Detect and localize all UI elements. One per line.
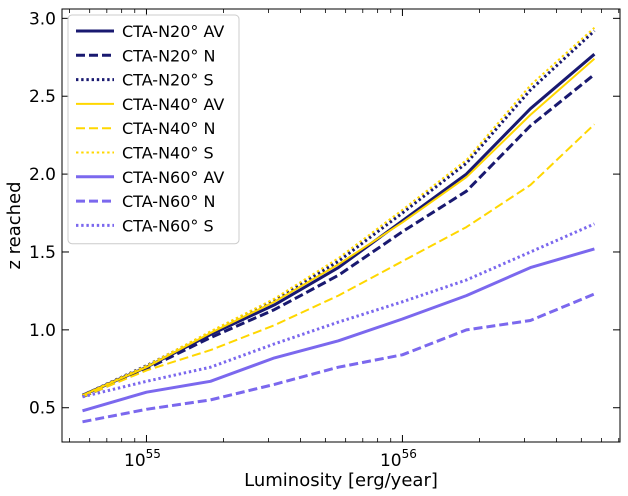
legend: CTA-N20° AV CTA-N20° N CTA-N20° S CTA-N40° … [67,14,240,245]
y-tick-label: 1.0 [29,321,56,341]
tick-labels: 0.5 1.0 1.5 2.0 2.5 3.0 1055 1056 [29,9,417,471]
legend-label-6: CTA-N40° S [122,144,214,163]
x-axis-label: Luminosity [erg/year] [244,470,438,491]
legend-label-4: CTA-N40° AV [122,95,224,114]
legend-label-5: CTA-N40° N [122,119,215,138]
series-line-8 [82,292,595,424]
legend-label-7: CTA-N60° AV [122,168,224,187]
y-axis-label: z reached [4,181,25,269]
series-line-9 [82,222,596,399]
series-line-5 [82,123,596,398]
plot-frame [61,8,621,443]
legend-label-2: CTA-N20° N [122,46,215,65]
legend-box [67,14,240,245]
y-tick-label: 2.0 [29,165,56,185]
y-tick-label: 0.5 [29,399,56,419]
x-tick-label: 1056 [380,447,417,471]
y-tick-label: 2.5 [29,87,56,107]
series-line-6 [82,26,596,397]
series-line-4 [82,58,596,397]
legend-label-3: CTA-N20° S [122,71,214,90]
legend-label-8: CTA-N60° N [122,192,215,211]
y-tick-label: 3.0 [29,9,56,29]
legend-label-9: CTA-N60° S [122,216,214,235]
legend-label-1: CTA-N20° AV [122,22,224,41]
series-line-2 [81,73,596,399]
x-tick-label: 1055 [124,447,161,471]
y-tick-label: 1.5 [29,243,56,263]
series-line-7 [82,247,595,413]
series-lines [81,26,596,424]
